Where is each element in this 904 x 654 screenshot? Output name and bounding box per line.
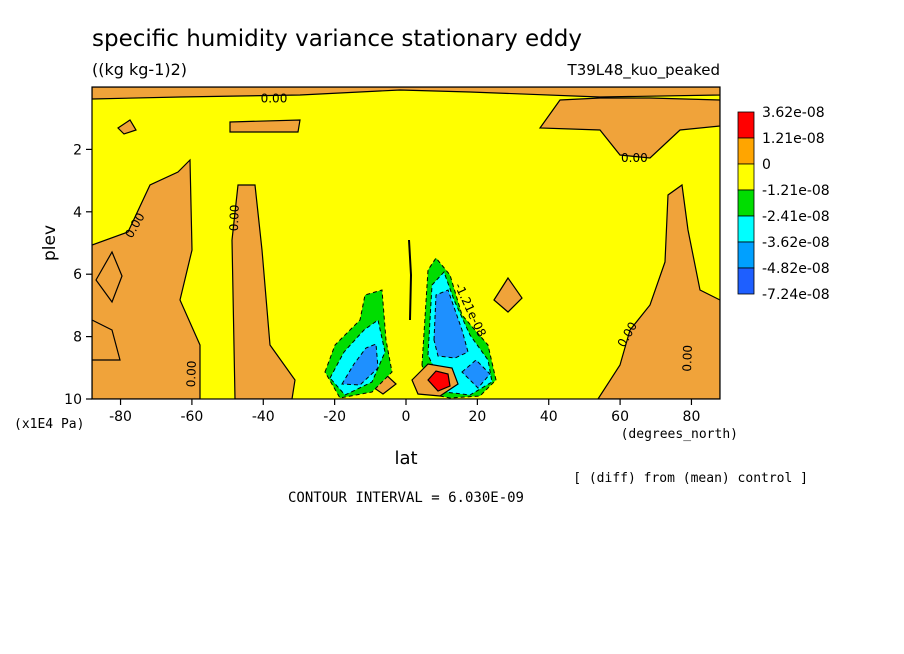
contour-label: 0.00 <box>261 92 288 106</box>
legend-swatch <box>737 241 755 269</box>
y-tick-label: 2 <box>73 142 82 158</box>
legend-swatch <box>737 137 755 165</box>
legend-level-label: 1.21e-08 <box>762 131 825 147</box>
legend-level-label: 3.62e-08 <box>762 105 825 121</box>
contour-label: 0.00 <box>680 345 695 372</box>
y-tick-label: 4 <box>73 205 82 221</box>
legend-level-label: -1.21e-08 <box>762 183 830 199</box>
contour-label: 0.00 <box>184 360 199 387</box>
positive-region-left-column <box>92 158 201 399</box>
negative-region-right-blue-2 <box>461 359 491 389</box>
negative-region-left-blue <box>341 343 379 386</box>
x-axis: -80 -60 -40 -20 0 20 40 60 80 <box>109 399 700 425</box>
positive-region-small-2 <box>493 276 523 313</box>
legend-level-label: -3.62e-08 <box>762 235 830 251</box>
color-legend: 3.62e-08 1.21e-08 0 -1.21e-08 -2.41e-08 -3.62… <box>737 105 830 303</box>
legend-level-label: 0 <box>762 157 771 173</box>
negative-region-left-cyan <box>329 319 386 396</box>
legend-swatch <box>737 189 755 217</box>
x-tick-label: -80 <box>109 409 132 425</box>
x-tick-label: -40 <box>252 409 275 425</box>
positive-region-col-40 <box>231 184 296 399</box>
y-tick-label: 8 <box>73 330 82 346</box>
run-label: T39L48_kuo_peaked <box>567 61 720 80</box>
contour-interval: CONTOUR INTERVAL = 6.030E-09 <box>288 490 524 506</box>
positive-region-small-3 <box>117 119 137 135</box>
positive-region-small-6 <box>92 319 121 361</box>
y-axis-label: plev <box>40 225 60 261</box>
x-tick-label: -20 <box>323 409 346 425</box>
contour-label: 0.00 <box>227 204 242 231</box>
legend-level-label: -2.41e-08 <box>762 209 830 225</box>
legend-swatch <box>737 163 755 191</box>
chart-units: ((kg kg-1)2) <box>92 60 187 79</box>
x-tick-label: 0 <box>402 409 411 425</box>
legend-swatch <box>737 215 755 243</box>
difference-note: [ (diff) from (mean) control ] <box>573 471 808 486</box>
y-tick-label: 10 <box>64 392 82 408</box>
chart-title: specific humidity variance stationary ed… <box>92 26 582 52</box>
x-tick-label: -60 <box>180 409 203 425</box>
legend-swatch <box>737 111 755 139</box>
x-tick-label: 60 <box>611 409 629 425</box>
peak-region-red <box>427 370 451 392</box>
negative-region-right-blue <box>433 289 469 359</box>
y-axis: 2 4 6 8 10 <box>64 142 92 408</box>
legend-swatch <box>737 267 755 295</box>
x-axis-label: lat <box>394 448 417 469</box>
positive-region-small-1 <box>95 250 123 304</box>
x-tick-label: 40 <box>540 409 558 425</box>
contour-label: 0.00 <box>621 151 648 165</box>
x-tick-label: 20 <box>468 409 486 425</box>
plot-area: 0.000.00 0.000.000.000.000.00-1.21e-08 <box>91 86 721 400</box>
y-axis-units: (x1E4 Pa) <box>14 417 84 432</box>
y-tick-label: 6 <box>73 267 82 283</box>
positive-region-top-band <box>92 87 720 100</box>
legend-level-label: -4.82e-08 <box>762 261 830 277</box>
x-tick-label: 80 <box>683 409 701 425</box>
positive-region-small-4 <box>229 119 301 133</box>
positive-region-right-column <box>597 183 720 399</box>
equator-contour <box>408 239 413 321</box>
legend-level-label: -7.24e-08 <box>762 287 830 303</box>
x-axis-units: (degrees_north) <box>621 427 738 442</box>
positive-region-top <box>92 87 720 159</box>
